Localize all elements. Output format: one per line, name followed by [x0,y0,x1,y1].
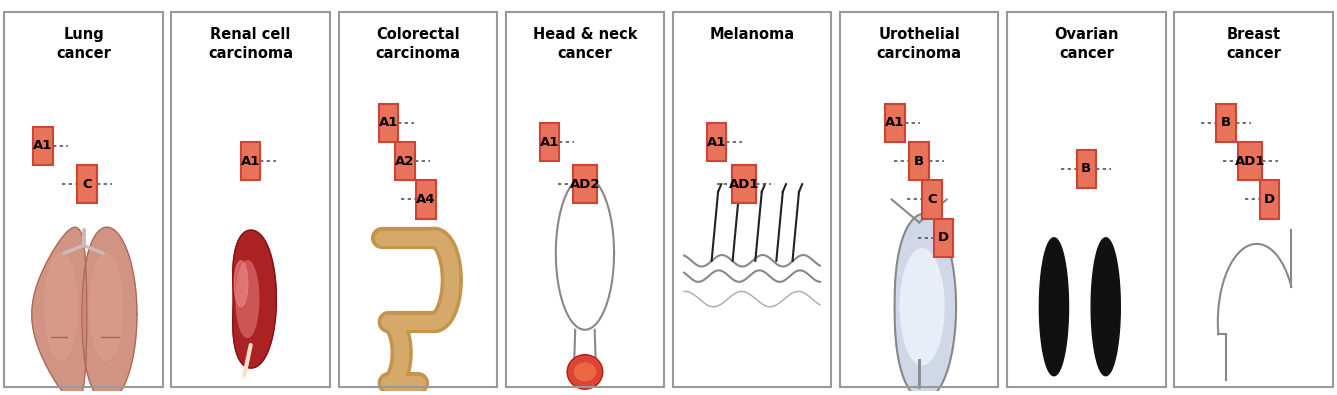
Text: A1: A1 [540,135,559,149]
FancyBboxPatch shape [574,165,596,203]
Polygon shape [900,249,944,365]
Polygon shape [237,261,259,337]
FancyBboxPatch shape [731,165,755,203]
Ellipse shape [574,362,596,382]
Polygon shape [1039,238,1068,376]
Polygon shape [233,230,277,368]
Polygon shape [894,214,956,395]
FancyBboxPatch shape [885,104,905,142]
FancyBboxPatch shape [1259,180,1280,219]
FancyBboxPatch shape [78,165,96,203]
Text: B: B [1221,117,1231,129]
Polygon shape [44,253,78,360]
Text: A1: A1 [33,139,52,152]
Text: A1: A1 [241,155,261,167]
Text: A1: A1 [378,117,398,129]
Text: D: D [1263,193,1275,206]
Polygon shape [82,227,136,395]
Ellipse shape [567,355,603,389]
FancyBboxPatch shape [416,180,436,219]
FancyBboxPatch shape [540,123,559,161]
Text: Ovarian
cancer: Ovarian cancer [1054,27,1119,61]
Text: Head & neck
cancer: Head & neck cancer [532,27,638,61]
FancyBboxPatch shape [1076,150,1096,188]
FancyBboxPatch shape [378,104,398,142]
FancyBboxPatch shape [33,127,53,165]
Polygon shape [90,253,123,360]
FancyBboxPatch shape [1217,104,1235,142]
FancyBboxPatch shape [707,123,726,161]
Text: B: B [1082,162,1091,175]
Text: B: B [915,155,924,167]
Text: A1: A1 [885,117,905,129]
Text: A2: A2 [396,155,414,167]
FancyBboxPatch shape [1238,142,1262,181]
FancyBboxPatch shape [923,180,941,219]
FancyBboxPatch shape [933,219,953,257]
Text: D: D [937,231,949,244]
Text: AD1: AD1 [729,178,759,191]
Text: Urothelial
carcinoma: Urothelial carcinoma [877,27,961,61]
FancyBboxPatch shape [396,142,414,181]
Text: Colorectal
carcinoma: Colorectal carcinoma [376,27,460,61]
Text: C: C [82,178,92,191]
Text: C: C [928,193,937,206]
Text: AD1: AD1 [1235,155,1265,167]
Text: AD2: AD2 [570,178,600,191]
Text: Breast
cancer: Breast cancer [1226,27,1281,61]
Polygon shape [1091,238,1120,376]
Text: Lung
cancer: Lung cancer [56,27,111,61]
Text: Renal cell
carcinoma: Renal cell carcinoma [209,27,293,61]
Polygon shape [32,227,87,395]
FancyBboxPatch shape [909,142,929,181]
Text: Melanoma: Melanoma [710,27,794,42]
Polygon shape [234,261,247,307]
Text: A1: A1 [707,135,726,149]
Text: A4: A4 [416,193,436,206]
FancyBboxPatch shape [241,142,261,181]
